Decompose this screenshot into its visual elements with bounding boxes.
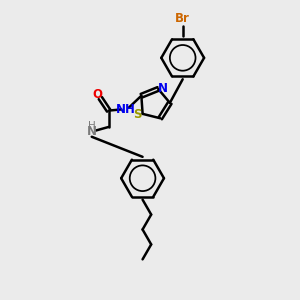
Text: NH: NH [116, 103, 136, 116]
Text: Br: Br [175, 12, 190, 25]
Text: N: N [87, 125, 97, 138]
Text: H: H [88, 121, 96, 131]
Text: N: N [158, 82, 168, 95]
Text: S: S [133, 108, 142, 121]
Text: O: O [92, 88, 102, 101]
